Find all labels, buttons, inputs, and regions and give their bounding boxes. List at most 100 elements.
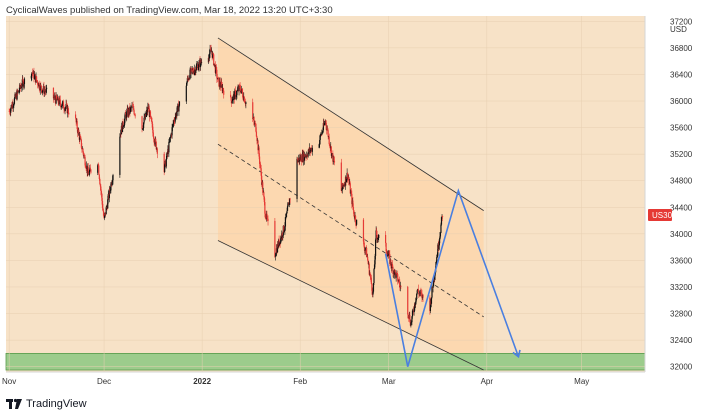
candle-body [349,183,351,194]
candle-body [170,134,172,137]
candle-body [310,149,312,152]
candle-body [39,84,41,91]
candle-body [407,314,409,317]
candle-body [253,120,255,124]
candle-body [256,136,258,141]
candle-body [411,310,414,317]
candle-body [212,53,214,58]
candle-body [174,121,176,122]
candle-body [321,132,323,135]
candle-body [97,164,99,173]
candle-body [155,138,157,142]
candle-body [414,303,416,311]
candle-body [99,179,101,185]
candle-body [143,117,145,123]
candle-body [89,167,91,172]
candle-body [413,310,415,312]
candle-body [12,105,14,108]
candle-body [266,213,268,219]
candle-body [99,184,101,187]
candle-body [236,90,238,96]
candle-body [122,126,125,127]
candle-body [376,230,378,235]
candle-body [222,88,224,91]
candle-body [105,207,107,215]
candle-body [21,79,23,87]
grid [6,16,645,372]
candle-body [30,75,32,79]
candle-body [143,122,145,129]
candle-body [75,118,77,123]
candle-body [41,90,43,93]
candle-body [210,49,212,52]
candle-body [153,136,155,139]
candle-body [318,144,320,148]
candle-body [229,94,232,98]
candle-body [107,199,109,209]
candle-body [215,66,217,70]
candle-body [354,215,357,223]
candle-body [42,89,44,91]
projection-arrowhead [512,349,521,359]
candle-body [297,160,299,163]
candle-body [329,144,331,147]
candle-body [296,158,298,199]
candle-body [141,116,143,130]
candle-body [80,139,82,148]
candle-body [258,156,261,165]
candle-body [166,153,168,159]
candle-body [418,293,420,295]
candle-body [82,152,85,156]
projection-path [384,188,520,367]
candle-body [411,316,413,323]
candle-body [122,121,124,127]
candle-body [322,123,324,131]
candle-body [174,117,176,122]
candle-body [219,81,221,86]
candle-body [67,107,69,113]
candle-body [16,90,18,100]
candle-body [82,148,84,153]
candle-body [111,180,114,183]
price-tick-label: 35600 [670,124,693,133]
candle-body [31,72,33,76]
candle-body [258,147,260,157]
price-tick-label: 36000 [670,97,693,106]
footer-brand[interactable]: TradingView [26,398,87,410]
candle-body [436,257,438,263]
candle-body [387,254,389,257]
candle-body [263,196,265,203]
candle-body [342,183,344,187]
candle-body [164,164,166,173]
candle-body [88,171,90,176]
candle-body [186,78,188,83]
candle-body [44,90,46,92]
candle-body [245,102,247,104]
candle-body [244,102,246,103]
time-tick-label: Dec [97,377,111,386]
candle-body [79,136,81,140]
candle-body [378,234,380,239]
candle-body [23,84,25,87]
candle-body [230,97,232,101]
candle-body [331,153,333,156]
currency-label: USD [670,25,687,34]
candle-body [440,224,442,233]
candle-body [347,172,349,179]
candle-body [186,82,188,86]
candle-body [57,96,59,103]
candle-body [283,230,285,232]
candle-body [377,238,379,239]
candle-body [87,167,89,174]
candle-body [363,241,365,247]
candle-body [132,106,135,111]
candle-body [373,264,376,270]
candle-body [193,70,195,74]
price-tick-label: 35200 [670,150,693,159]
candle-body [98,165,100,175]
candle-body [321,132,323,133]
candle-body [108,189,110,199]
candle-body [255,131,258,137]
candle-body [234,90,236,92]
